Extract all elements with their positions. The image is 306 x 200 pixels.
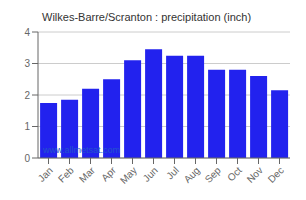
svg-text:May: May xyxy=(118,165,139,186)
html-text:Wilkes-Barre/Scranton : precip: Wilkes-Barre/Scranton : precipitation (i… xyxy=(42,11,252,23)
svg-text:Jul: Jul xyxy=(164,165,181,182)
svg-text:1: 1 xyxy=(24,121,30,132)
svg-text:Dec: Dec xyxy=(266,165,286,185)
svg-text:Apr: Apr xyxy=(99,164,118,183)
svg-text:4: 4 xyxy=(24,27,30,38)
svg-text:Nov: Nov xyxy=(245,165,265,185)
svg-text:Oct: Oct xyxy=(225,165,244,184)
svg-text:www.allmetsat.com: www.allmetsat.com xyxy=(42,145,120,155)
svg-text:Jun: Jun xyxy=(141,165,160,184)
svg-text:Jan: Jan xyxy=(36,165,55,184)
svg-text:Mar: Mar xyxy=(77,164,97,184)
svg-text:2: 2 xyxy=(24,90,30,101)
svg-text:Aug: Aug xyxy=(182,165,202,185)
svg-text:Sep: Sep xyxy=(203,164,224,185)
svg-text:3: 3 xyxy=(24,58,30,69)
svg-text:Feb: Feb xyxy=(56,164,76,184)
svg-text:0: 0 xyxy=(24,153,30,164)
